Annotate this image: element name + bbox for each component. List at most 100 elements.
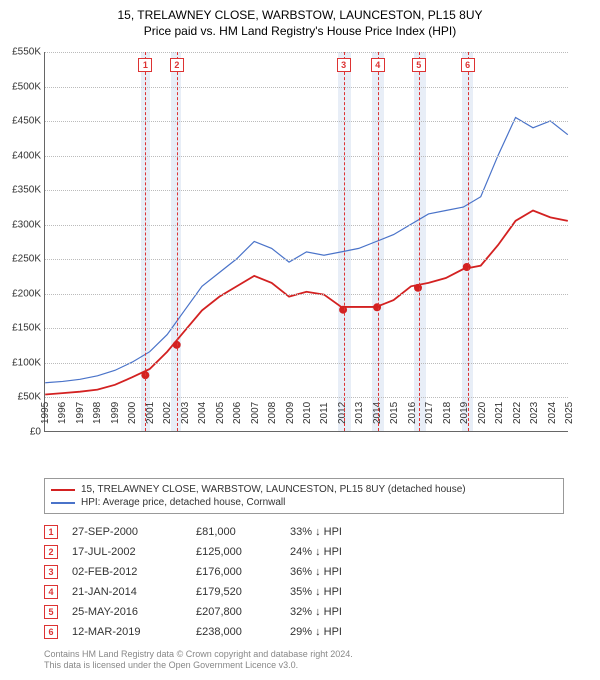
gridline [45,363,568,364]
sale-delta: 32% ↓ HPI [290,606,400,618]
sale-index: 3 [44,565,58,579]
gridline [45,397,568,398]
x-axis-label: 2022 [512,402,523,424]
x-axis-label: 2018 [442,402,453,424]
series-line [45,210,568,394]
legend-label: HPI: Average price, detached house, Corn… [81,497,285,508]
sales-table: 127-SEP-2000£81,00033% ↓ HPI217-JUL-2002… [44,522,564,642]
legend-swatch [51,489,75,491]
sale-marker-box: 2 [170,58,184,72]
x-axis-label: 2012 [337,402,348,424]
sale-price: £125,000 [196,546,276,558]
sale-marker-line [177,52,178,431]
chart-container: 15, TRELAWNEY CLOSE, WARBSTOW, LAUNCESTO… [0,0,600,680]
legend-item: HPI: Average price, detached house, Corn… [51,496,557,509]
y-axis-label: £500K [1,81,41,92]
sale-index: 6 [44,625,58,639]
x-axis-label: 2011 [319,402,330,424]
sale-marker-line [468,52,469,431]
x-axis-label: 2003 [180,402,191,424]
legend-swatch [51,502,75,504]
y-axis-label: £450K [1,116,41,127]
x-axis-label: 2016 [407,402,418,424]
plot-area: £0£50K£100K£150K£200K£250K£300K£350K£400… [44,52,568,432]
x-axis-label: 1995 [40,402,51,424]
gridline [45,259,568,260]
sale-price: £176,000 [196,566,276,578]
sale-price: £238,000 [196,626,276,638]
footer-attribution: Contains HM Land Registry data © Crown c… [44,649,564,672]
chart-area: £0£50K£100K£150K£200K£250K£300K£350K£400… [44,52,568,452]
title-block: 15, TRELAWNEY CLOSE, WARBSTOW, LAUNCESTO… [0,0,600,42]
sale-date: 17-JUL-2002 [72,546,182,558]
sale-marker-line [145,52,146,431]
y-axis-label: £250K [1,254,41,265]
x-axis-label: 2017 [424,402,435,424]
footer-line: This data is licensed under the Open Gov… [44,660,564,672]
sale-index: 2 [44,545,58,559]
gridline [45,52,568,53]
series-line [45,117,568,382]
x-axis-label: 2020 [477,402,488,424]
y-axis-label: £100K [1,357,41,368]
y-axis-label: £0 [1,427,41,438]
sale-delta: 36% ↓ HPI [290,566,400,578]
sale-delta: 35% ↓ HPI [290,586,400,598]
x-axis-label: 2004 [197,402,208,424]
sale-row: 127-SEP-2000£81,00033% ↓ HPI [44,522,564,542]
x-axis-label: 2010 [302,402,313,424]
x-axis-label: 2023 [529,402,540,424]
chart-lines [45,52,568,431]
x-axis-label: 2015 [389,402,400,424]
x-axis-label: 2001 [145,402,156,424]
gridline [45,190,568,191]
x-axis-label: 1999 [110,402,121,424]
x-axis-label: 2002 [162,402,173,424]
y-axis-label: £50K [1,392,41,403]
legend-box: 15, TRELAWNEY CLOSE, WARBSTOW, LAUNCESTO… [44,478,564,514]
footer-line: Contains HM Land Registry data © Crown c… [44,649,564,661]
x-axis-label: 2013 [354,402,365,424]
sale-date: 27-SEP-2000 [72,526,182,538]
x-axis-label: 2000 [127,402,138,424]
x-axis-label: 2021 [494,402,505,424]
x-axis-label: 2024 [547,402,558,424]
x-axis-label: 2009 [285,402,296,424]
y-axis-label: £400K [1,150,41,161]
sale-marker-line [344,52,345,431]
x-axis-label: 2005 [215,402,226,424]
sale-row: 525-MAY-2016£207,80032% ↓ HPI [44,602,564,622]
sale-date: 02-FEB-2012 [72,566,182,578]
sale-marker-box: 4 [371,58,385,72]
gridline [45,294,568,295]
y-axis-label: £300K [1,219,41,230]
sale-delta: 24% ↓ HPI [290,546,400,558]
sale-delta: 29% ↓ HPI [290,626,400,638]
sale-marker-box: 1 [138,58,152,72]
gridline [45,328,568,329]
sale-marker-line [378,52,379,431]
sale-index: 5 [44,605,58,619]
sale-marker-box: 5 [412,58,426,72]
legend-item: 15, TRELAWNEY CLOSE, WARBSTOW, LAUNCESTO… [51,483,557,496]
y-axis-label: £550K [1,47,41,58]
sale-delta: 33% ↓ HPI [290,526,400,538]
sale-row: 6 12-MAR-2019 £238,000 29% ↓ HPI [44,622,564,642]
gridline [45,87,568,88]
sale-row: 3 02-FEB-2012 £176,000 36% ↓ HPI [44,562,564,582]
sale-marker-box: 3 [337,58,351,72]
sale-price: £81,000 [196,526,276,538]
sale-row: 2 17-JUL-2002 £125,000 24% ↓ HPI [44,542,564,562]
title-subtitle: Price paid vs. HM Land Registry's House … [10,24,590,38]
sale-date: 12-MAR-2019 [72,626,182,638]
x-axis-label: 1998 [92,402,103,424]
sale-index: 4 [44,585,58,599]
legend-label: 15, TRELAWNEY CLOSE, WARBSTOW, LAUNCESTO… [81,484,466,495]
sale-date: 21-JAN-2014 [72,586,182,598]
gridline [45,225,568,226]
x-axis-label: 2006 [232,402,243,424]
x-axis-label: 1996 [57,402,68,424]
y-axis-label: £350K [1,185,41,196]
sale-price: £179,520 [196,586,276,598]
x-axis-label: 2007 [250,402,261,424]
